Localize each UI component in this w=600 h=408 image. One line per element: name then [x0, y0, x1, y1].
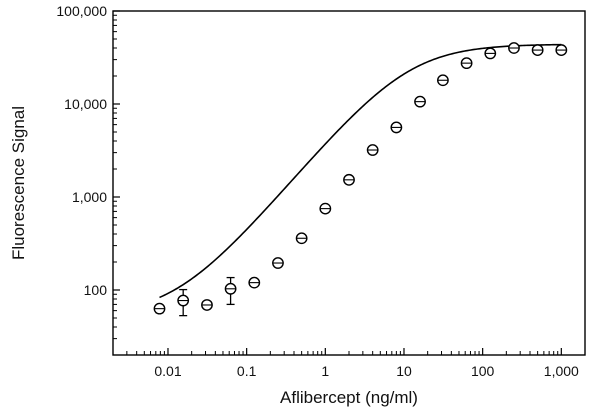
- data-point: [508, 42, 520, 54]
- data-point: [248, 276, 261, 289]
- data-point: [366, 144, 379, 156]
- data-point: [390, 121, 403, 134]
- data-point: [224, 276, 237, 306]
- x-tick-label: 1,000: [544, 363, 579, 379]
- data-point: [177, 288, 190, 317]
- data-point: [531, 44, 544, 56]
- data-point: [272, 257, 284, 269]
- y-tick-label: 10,000: [64, 96, 107, 112]
- data-point: [484, 47, 497, 60]
- y-axis-title: Fluorescence Signal: [9, 106, 28, 260]
- x-tick-label: 0.01: [154, 363, 181, 379]
- y-tick-label: 100: [84, 282, 108, 298]
- data-point: [414, 95, 426, 108]
- data-point: [555, 44, 568, 56]
- data-point: [460, 57, 473, 70]
- data-points: [153, 42, 568, 317]
- y-tick-label: 100,000: [56, 3, 107, 19]
- y-axis-ticks: 100 1,000 10,000 100,000: [56, 3, 120, 340]
- y-tick-label: 1,000: [72, 189, 107, 205]
- x-tick-label: 0.1: [237, 363, 257, 379]
- x-axis-title: Aflibercept (ng/ml): [280, 388, 418, 407]
- fit-curve-line: [159, 43, 562, 299]
- data-point: [295, 232, 308, 245]
- data-point: [437, 74, 449, 87]
- data-point: [153, 302, 166, 315]
- data-point: [343, 173, 355, 186]
- x-axis-ticks: 0.01 0.1 1 10 100 1,000: [126, 348, 579, 379]
- x-tick-label: 1: [321, 363, 329, 379]
- data-point: [319, 202, 332, 215]
- x-tick-label: 100: [471, 363, 495, 379]
- x-tick-label: 10: [396, 363, 412, 379]
- data-point: [201, 299, 213, 311]
